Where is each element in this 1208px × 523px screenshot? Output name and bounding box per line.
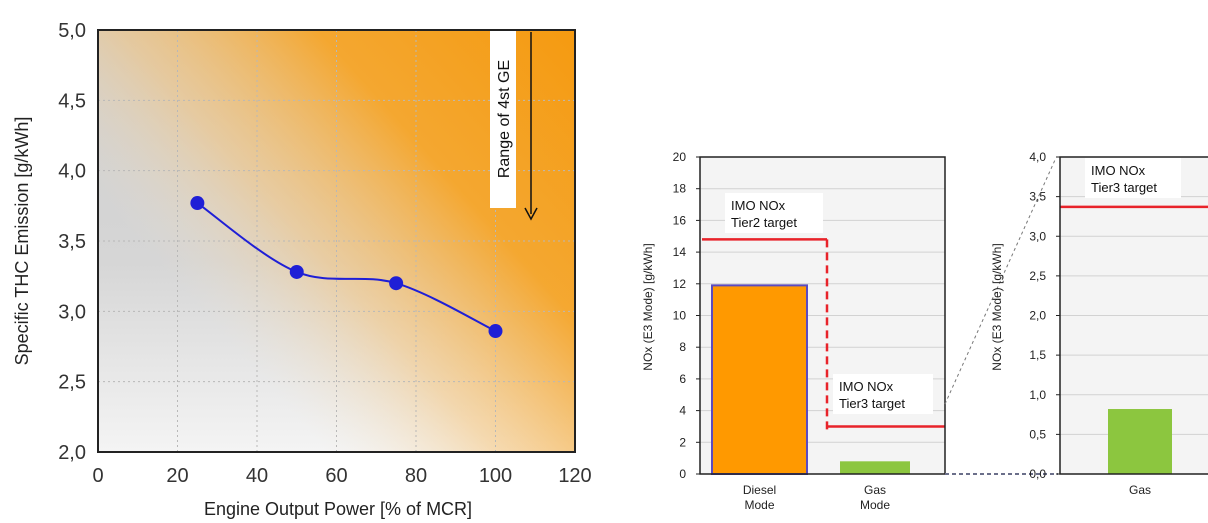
x-tick-label: 20 (166, 465, 188, 487)
x-tick-label: 0 (92, 465, 103, 487)
y-tick-label: 16 (673, 213, 687, 227)
y-tick-label: 2 (679, 435, 686, 449)
tier3-limit-label: Tier3 target (839, 396, 905, 411)
x-tick-label: Diesel (743, 483, 776, 497)
y-tick-label: 2,0 (58, 442, 86, 464)
y-tick-label: 3,5 (58, 231, 86, 253)
bar (840, 461, 910, 474)
y-tick-label: 2,5 (58, 372, 86, 394)
x-tick-label: 40 (246, 465, 268, 487)
y-tick-label: 4,0 (58, 161, 86, 183)
y-axis-ticks: 2,0 2,5 3,0 3,5 4,0 4,5 5,0 (58, 20, 86, 464)
x-tick-label: 80 (405, 465, 427, 487)
tier3-limit-label-box (1085, 158, 1181, 198)
tier3-limit-label: IMO NOx (1091, 163, 1146, 178)
x-tick-label: Mode (744, 498, 774, 512)
y-axis-ticks: 0 2 4 6 8 10 12 14 16 18 20 (673, 150, 700, 481)
tier2-limit-label: IMO NOx (731, 198, 786, 213)
data-point (488, 324, 503, 339)
data-point (389, 276, 404, 291)
x-tick-label: Mode (860, 498, 890, 512)
y-tick-label: 4,0 (1029, 150, 1046, 164)
y-tick-label: 0,5 (1029, 427, 1046, 441)
y-tick-label: 3,0 (1029, 229, 1046, 243)
limit-lines: IMO NOx Tier2 target IMO NOx Tier3 target (702, 193, 945, 430)
y-tick-label: 4,5 (58, 90, 86, 112)
y-tick-label: 3,5 (1029, 190, 1046, 204)
y-tick-label: 14 (673, 245, 687, 259)
x-axis-ticks: Gas (1129, 483, 1151, 497)
tier3-limit-label-box (833, 374, 933, 414)
x-tick-label: 60 (325, 465, 347, 487)
y-tick-label: 4 (679, 404, 686, 418)
y-tick-label: 12 (673, 277, 687, 291)
y-tick-label: 10 (673, 309, 687, 323)
y-axis-ticks: 0,0 0,5 1,0 1,5 2,0 2,5 3,0 3,5 4,0 (1029, 150, 1060, 481)
x-axis-ticks: 0 20 40 60 80 100 120 (92, 465, 591, 487)
bar (1108, 409, 1172, 474)
bars (711, 284, 910, 476)
y-tick-label: 1,0 (1029, 388, 1046, 402)
y-axis-label: NOx (E3 Mode) [g/kWh] (641, 243, 655, 370)
annotation-box (490, 31, 516, 208)
x-tick-label: 120 (558, 465, 591, 487)
x-axis-label: Engine Output Power [% of MCR] (204, 499, 472, 519)
y-axis-label: Specific THC Emission [g/kWh] (12, 117, 32, 366)
x-tick-label: Gas (1129, 483, 1151, 497)
y-tick-label: 6 (679, 372, 686, 386)
annotation-arrowhead (524, 207, 538, 221)
bars (1108, 409, 1172, 474)
y-tick-label: 8 (679, 340, 686, 354)
y-tick-label: 3,0 (58, 301, 86, 323)
nox-mode-chart: IMO NOx Tier2 target IMO NOx Tier3 target 0… (641, 150, 946, 512)
y-tick-label: 0 (679, 467, 686, 481)
thc-emission-chart: 2,0 2,5 3,0 3,5 4,0 4,5 5,0 0 20 40 60 80 100 120 En… (12, 20, 592, 519)
y-tick-label: 20 (673, 150, 687, 164)
series-points (190, 196, 503, 339)
x-tick-label: Gas (864, 483, 886, 497)
y-tick-label: 1,5 (1029, 348, 1046, 362)
tier3-limit-label: Tier3 target (1091, 180, 1157, 195)
y-tick-label: 5,0 (58, 20, 86, 42)
zoom-connector-top (944, 159, 1056, 405)
tier3-limit-label: IMO NOx (839, 379, 894, 394)
data-point (190, 196, 205, 211)
nox-gas-zoom-chart: IMO NOx Tier3 target 0,0 0,5 1,0 1,5 2,0 2,5 3,… (990, 150, 1208, 497)
series-line (196, 202, 496, 332)
data-point (289, 264, 304, 279)
limit-lines: IMO NOx Tier3 target (1060, 158, 1208, 209)
y-tick-label: 2,0 (1029, 309, 1046, 323)
bar (711, 284, 808, 476)
tier2-limit-label: Tier2 target (731, 215, 797, 230)
tier2-limit-label-box (725, 193, 823, 233)
annotation-label: Range of 4st GE (496, 60, 513, 178)
x-tick-label: 100 (479, 465, 512, 487)
plot-frame (97, 29, 576, 453)
y-tick-label: 0,0 (1029, 467, 1046, 481)
y-tick-label: 2,5 (1029, 269, 1046, 283)
y-axis-label: NOx (E3 Mode) [g/kWh] (990, 243, 1004, 370)
y-tick-label: 18 (673, 182, 687, 196)
